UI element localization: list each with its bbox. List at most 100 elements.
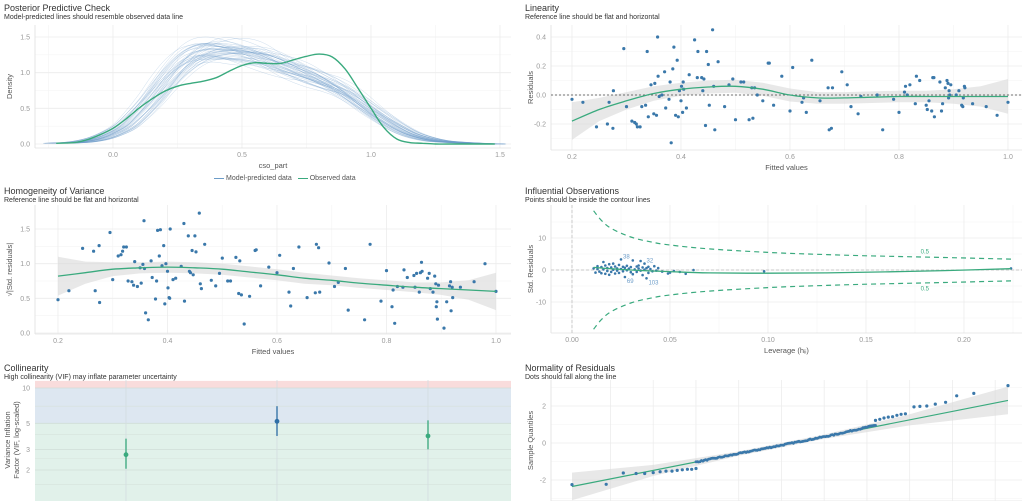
data-point bbox=[278, 253, 282, 257]
data-point bbox=[946, 81, 950, 85]
model-predicted-line bbox=[45, 36, 484, 145]
model-predicted-line bbox=[56, 53, 496, 145]
data-point bbox=[121, 249, 125, 253]
data-point bbox=[826, 86, 830, 90]
y-axis-title-line1: Variance Inflation bbox=[3, 411, 12, 468]
data-point bbox=[433, 274, 437, 278]
model-predicted-line bbox=[49, 50, 489, 145]
data-point bbox=[623, 275, 627, 279]
model-predicted-line bbox=[66, 61, 506, 145]
data-point bbox=[116, 254, 120, 258]
data-point bbox=[186, 234, 190, 238]
data-point bbox=[611, 89, 615, 93]
x-tick-label: 0.8 bbox=[382, 338, 392, 345]
data-point bbox=[949, 83, 953, 87]
data-point bbox=[696, 49, 700, 54]
model-predicted-line bbox=[59, 57, 499, 145]
y-tick-label: 0.4 bbox=[536, 35, 546, 42]
model-predicted-line bbox=[67, 45, 506, 145]
data-point bbox=[209, 278, 213, 282]
ppc-chart: 0.0 0.5 1.0 1.5 0.0 0.5 1.0 1.5 cso_part Density bbox=[5, 25, 511, 170]
data-point bbox=[903, 84, 908, 88]
data-point bbox=[681, 80, 685, 84]
data-point bbox=[629, 265, 633, 269]
data-point bbox=[289, 304, 293, 308]
data-point bbox=[703, 123, 708, 128]
data-point bbox=[761, 99, 765, 103]
data-point bbox=[237, 291, 241, 296]
data-point bbox=[126, 279, 130, 283]
legend-label-observed: Observed data bbox=[309, 175, 356, 182]
vif-point bbox=[123, 452, 129, 458]
data-point bbox=[317, 246, 321, 250]
data-point bbox=[191, 273, 195, 277]
data-point bbox=[153, 297, 158, 301]
panel-title: Collinearity bbox=[4, 363, 49, 373]
data-point bbox=[122, 245, 126, 249]
data-point bbox=[483, 262, 487, 266]
data-point bbox=[666, 272, 670, 275]
panel-influential-observations: Influential Observations Points should b… bbox=[511, 180, 1022, 360]
data-point bbox=[624, 105, 629, 109]
data-point bbox=[657, 94, 661, 99]
data-point bbox=[156, 228, 160, 232]
data-point bbox=[600, 271, 603, 275]
model-predicted-line bbox=[58, 53, 498, 145]
data-point bbox=[647, 271, 650, 275]
data-point bbox=[81, 246, 85, 250]
y-tick-label: -2 bbox=[540, 478, 546, 485]
data-point bbox=[664, 106, 668, 110]
data-point bbox=[217, 271, 222, 275]
data-point bbox=[656, 35, 660, 39]
x-tick-label: 0.15 bbox=[859, 337, 873, 344]
data-point bbox=[625, 264, 629, 268]
data-point bbox=[676, 115, 680, 119]
point-label: 103 bbox=[648, 280, 659, 286]
data-point bbox=[135, 284, 139, 289]
data-point bbox=[767, 61, 771, 65]
data-point bbox=[142, 219, 146, 223]
data-point bbox=[723, 105, 727, 109]
data-point bbox=[435, 317, 439, 321]
data-point bbox=[391, 288, 395, 292]
data-point bbox=[913, 102, 917, 106]
data-point bbox=[948, 93, 952, 97]
data-point bbox=[645, 266, 648, 270]
data-point bbox=[442, 326, 446, 330]
data-point bbox=[594, 271, 597, 274]
data-point bbox=[318, 290, 322, 294]
data-point bbox=[641, 266, 644, 269]
data-point bbox=[611, 126, 615, 130]
data-point bbox=[925, 107, 929, 112]
model-predicted-line bbox=[59, 37, 499, 145]
model-predicted-line bbox=[51, 44, 491, 145]
x-tick-label: 0.8 bbox=[894, 154, 904, 161]
data-point bbox=[800, 100, 804, 104]
data-point bbox=[168, 227, 172, 231]
x-tick-label: 0.6 bbox=[272, 338, 282, 345]
data-point bbox=[654, 113, 659, 117]
point-label: 32 bbox=[647, 259, 654, 265]
data-point bbox=[645, 277, 648, 280]
data-point bbox=[711, 28, 715, 32]
data-point bbox=[164, 262, 168, 266]
data-point bbox=[927, 99, 931, 103]
model-predicted-line bbox=[57, 40, 497, 145]
homogeneity-chart: 0.2 0.4 0.6 0.8 1.0 0.0 0.5 1.0 1.5 Fitted values… bbox=[5, 205, 511, 356]
data-point bbox=[755, 93, 759, 97]
data-point bbox=[733, 118, 738, 122]
x-axis-title: Fitted values bbox=[252, 347, 295, 356]
data-point bbox=[690, 467, 694, 471]
data-point bbox=[606, 269, 609, 273]
data-point bbox=[658, 470, 662, 474]
x-tick-label: 1.0 bbox=[1003, 154, 1013, 161]
data-point bbox=[881, 128, 885, 132]
data-point bbox=[162, 244, 166, 248]
data-point bbox=[449, 280, 453, 284]
data-point bbox=[856, 112, 860, 116]
data-point bbox=[254, 248, 258, 252]
data-point bbox=[668, 80, 672, 84]
data-point bbox=[875, 93, 879, 97]
data-point bbox=[144, 311, 148, 315]
data-point bbox=[631, 259, 635, 262]
